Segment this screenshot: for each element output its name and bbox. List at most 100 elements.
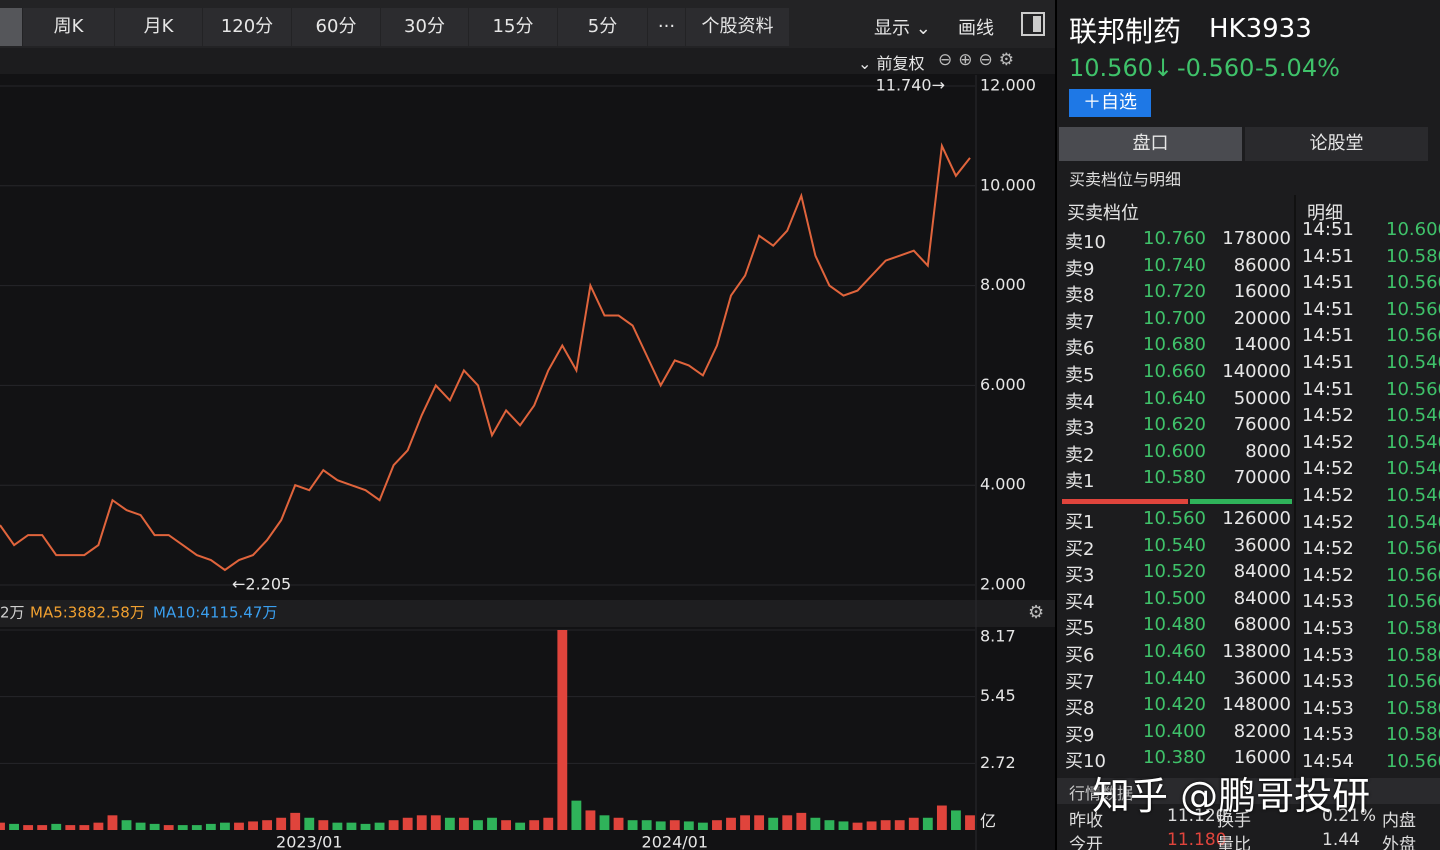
- zoom-icons[interactable]: ⊖⊕⊖⚙: [938, 50, 1020, 70]
- volume-bar: [388, 820, 399, 830]
- period-tab[interactable]: 个股资料: [686, 8, 789, 46]
- period-tab[interactable]: 15分: [469, 8, 557, 46]
- price-change-pct: -5.04%: [1255, 54, 1340, 82]
- volume-bar: [444, 817, 455, 830]
- volume-bar: [669, 820, 680, 830]
- trade-price: 10.560: [1386, 378, 1440, 400]
- book-volume: 8000: [1245, 440, 1291, 462]
- trade-time: 14:53: [1302, 671, 1354, 693]
- panel-tab[interactable]: 论股堂: [1245, 127, 1428, 161]
- book-price: 10.700: [1143, 307, 1206, 329]
- book-label: 卖5: [1065, 365, 1095, 386]
- layout-icon-fill: [1033, 16, 1041, 32]
- display-label: 显示: [874, 18, 910, 39]
- draw-button[interactable]: 画线: [958, 18, 994, 39]
- volume-bar: [163, 825, 174, 830]
- legend-entry: MA10:4115.47万: [153, 604, 277, 622]
- y-tick-label: 8.000: [980, 275, 1026, 294]
- tab-stub: [0, 8, 22, 46]
- stat-cell: 内盘: [1382, 811, 1416, 831]
- column-divider: [1294, 195, 1296, 780]
- trade-time: 14:52: [1302, 538, 1354, 560]
- book-volume: 178000: [1222, 228, 1291, 249]
- volume-bar: [936, 805, 947, 830]
- book-price: 10.580: [1143, 467, 1206, 489]
- volume-bar: [852, 822, 863, 830]
- trade-time: 14:51: [1302, 245, 1354, 267]
- price-change: -0.560: [1177, 54, 1255, 82]
- volume-bar: [515, 822, 526, 830]
- book-label: 卖2: [1065, 444, 1095, 466]
- volume-bar: [557, 630, 568, 830]
- period-tab[interactable]: ···: [648, 8, 685, 46]
- book-volume: 50000: [1233, 387, 1291, 409]
- volume-bar: [374, 822, 385, 830]
- volume-bar: [824, 820, 835, 830]
- period-tab[interactable]: 30分: [381, 8, 468, 46]
- volume-bar: [726, 817, 736, 830]
- volume-bar: [599, 815, 610, 830]
- period-tab[interactable]: 月K: [115, 8, 202, 46]
- price-annotation: 11.740→: [876, 75, 945, 94]
- trade-time: 14:53: [1302, 618, 1354, 639]
- watchlist-button[interactable]: ＋自选: [1069, 89, 1151, 117]
- book-label: 买9: [1065, 724, 1095, 746]
- stat-cell: 11.180: [1167, 830, 1227, 850]
- trade-price: 10.560: [1386, 298, 1440, 320]
- period-tab[interactable]: 60分: [292, 8, 380, 46]
- volume-settings[interactable]: ⚙: [1028, 602, 1044, 623]
- book-price: 10.440: [1143, 667, 1206, 689]
- trade-time: 14:52: [1302, 511, 1354, 533]
- y-tick-label: 2.72: [980, 753, 1016, 772]
- book-volume: 84000: [1233, 561, 1291, 583]
- trade-price: 10.560: [1386, 751, 1440, 772]
- stock-name: 联邦制药: [1069, 15, 1182, 48]
- volume-bar: [416, 815, 427, 830]
- volume-bar: [712, 820, 722, 830]
- trade-price: 10.580: [1386, 697, 1440, 719]
- volume-bar: [220, 822, 230, 830]
- volume-bar: [683, 821, 694, 830]
- layout-icon[interactable]: [1021, 12, 1045, 36]
- trade-time: 14:53: [1302, 697, 1354, 719]
- period-tab[interactable]: 周K: [23, 8, 114, 46]
- volume-bar: [149, 823, 160, 830]
- trade-price: 10.580: [1386, 644, 1440, 666]
- book-price: 10.740: [1143, 254, 1206, 276]
- volume-bar: [866, 821, 877, 830]
- trade-time: 14:51: [1302, 352, 1354, 373]
- stat-cell: 0.21%: [1322, 806, 1377, 826]
- trade-time: 14:51: [1302, 325, 1354, 347]
- volume-bar: [810, 817, 821, 830]
- volume-bar: [571, 800, 582, 830]
- trade-price: 10.540: [1386, 458, 1440, 480]
- adjust-button[interactable]: ⌄ 前复权: [858, 54, 925, 73]
- book-label: 买6: [1065, 645, 1095, 666]
- period-tab[interactable]: 120分: [203, 8, 291, 46]
- book-label: 买5: [1065, 618, 1095, 640]
- stats-bar: [1057, 778, 1440, 804]
- trade-time: 14:52: [1302, 564, 1354, 586]
- volume-bar: [332, 822, 343, 830]
- period-tab[interactable]: 5分: [558, 8, 647, 46]
- last-price: 10.560↓: [1069, 54, 1174, 82]
- y-tick-label: 5.45: [980, 686, 1016, 705]
- volume-bar: [965, 815, 975, 830]
- chart: ⚙ 2.000 4.000 6.000 8.000 10.000 12.000 11.740…: [0, 75, 1055, 850]
- book-label: 买10: [1065, 751, 1106, 773]
- subbar: [0, 48, 1055, 74]
- volume-header: [0, 600, 1055, 627]
- display-button[interactable]: 显示 ⌄: [874, 18, 931, 39]
- volume-bar: [627, 820, 638, 830]
- trade-time: 14:52: [1302, 405, 1354, 427]
- stat-cell: 换手: [1217, 811, 1251, 831]
- book-price: 10.380: [1143, 747, 1206, 769]
- y-tick-label: 8.17: [980, 627, 1016, 646]
- adjust-label: 前复权: [876, 54, 925, 73]
- volume-bar: [79, 825, 90, 830]
- trade-time: 14:54: [1302, 751, 1354, 772]
- volume-unit: 亿: [980, 812, 996, 831]
- panel-tab[interactable]: 盘口: [1059, 127, 1242, 161]
- watermark: 知乎 @鹏哥投研: [1092, 774, 1371, 818]
- price-annotation: ←2.205: [232, 574, 291, 593]
